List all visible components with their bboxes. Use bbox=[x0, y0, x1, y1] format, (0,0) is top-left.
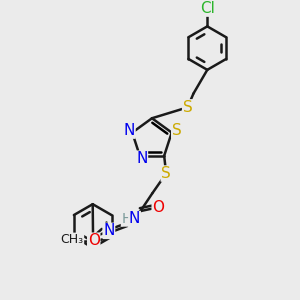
Text: N: N bbox=[103, 223, 115, 238]
Text: Cl: Cl bbox=[200, 1, 215, 16]
Text: N: N bbox=[136, 151, 147, 166]
Text: S: S bbox=[183, 100, 192, 115]
Text: S: S bbox=[172, 123, 182, 138]
Text: N: N bbox=[124, 123, 135, 138]
Text: H: H bbox=[122, 212, 132, 226]
Text: O: O bbox=[152, 200, 164, 214]
Text: O: O bbox=[88, 233, 100, 248]
Text: S: S bbox=[161, 166, 171, 181]
Text: N: N bbox=[129, 212, 140, 226]
Text: CH₃: CH₃ bbox=[61, 233, 84, 246]
